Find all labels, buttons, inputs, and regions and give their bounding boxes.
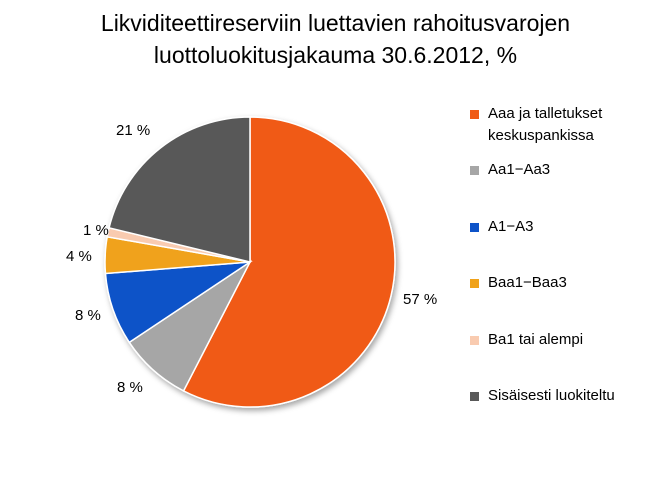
legend-label-4: Ba1 tai alempi [488,331,584,348]
legend-label-0-line-0: Aaa ja talletukset [488,105,603,122]
pie-slice-0 [182,116,396,408]
chart-title-line-1: Likviditeettireserviin luettavien rahoit… [100,10,571,36]
slice-value-label-3: 4 % [66,248,92,265]
slice-value-label-5: 21 % [116,122,151,139]
legend-label-2: A1−A3 [488,218,534,235]
legend-swatch-3 [470,279,479,288]
legend-label-3: Baa1−Baa3 [488,274,567,291]
legend-swatch-5 [470,392,479,401]
legend-label-0-line-1: keskuspankissa [488,127,594,144]
legend-swatch-2 [470,223,479,232]
slice-value-label-2: 8 % [75,307,101,324]
slice-value-label-4: 1 % [83,222,109,239]
chart-title-line-2: luottoluokitusjakauma 30.6.2012, % [153,42,518,68]
slice-value-label-1: 8 % [117,379,143,396]
legend-label-5: Sisäisesti luokiteltu [488,387,615,404]
legend-swatch-1 [470,166,479,175]
legend-label-1: Aa1−Aa3 [488,161,551,178]
legend-swatch-4 [470,336,479,345]
legend-swatch-0 [470,110,479,119]
slice-value-label-0: 57 % [403,291,438,308]
pie-slice-5 [108,116,251,263]
